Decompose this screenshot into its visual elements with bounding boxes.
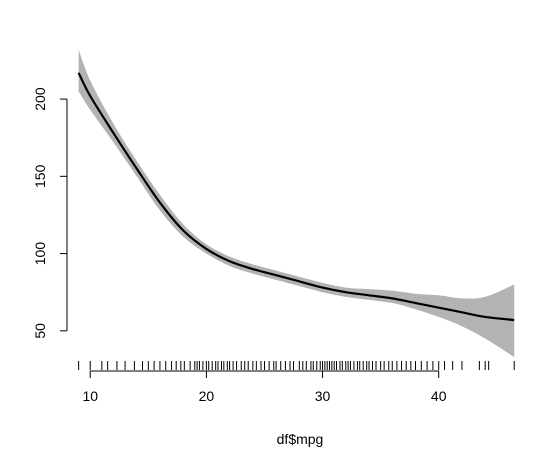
- x-axis-title: df$mpg: [277, 431, 324, 447]
- x-tick-label: 30: [315, 388, 331, 404]
- confidence-band-layer: [78, 49, 515, 358]
- x-axis: 10 20 30 40: [82, 371, 447, 404]
- x-tick-label: 10: [82, 388, 98, 404]
- smooth-fit-line: [77, 72, 515, 322]
- x-tick-label: 20: [199, 388, 215, 404]
- plot-frame: [66, 99, 439, 372]
- y-axis: 50 100 150 200: [32, 87, 67, 339]
- y-tick-label: 150: [32, 164, 48, 188]
- smooth-line-layer: [77, 72, 515, 322]
- x-tick-label: 40: [431, 388, 447, 404]
- y-tick-label: 50: [32, 323, 48, 339]
- rug-layer: [78, 361, 515, 370]
- y-tick-label: 200: [32, 87, 48, 111]
- y-tick-label: 100: [32, 242, 48, 266]
- confidence-band: [78, 49, 515, 358]
